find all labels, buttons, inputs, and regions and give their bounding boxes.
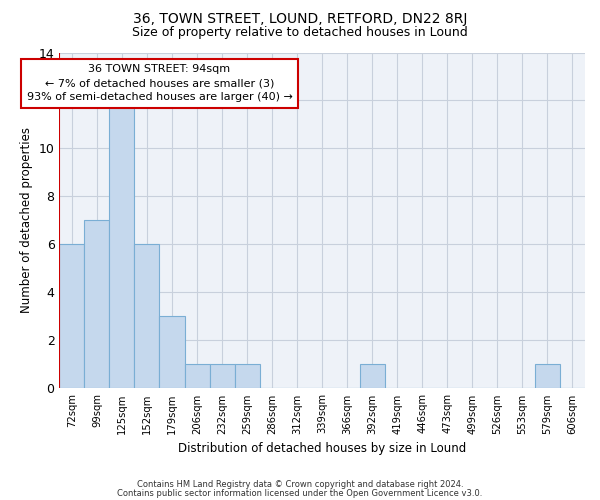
Bar	[360, 364, 385, 388]
Y-axis label: Number of detached properties: Number of detached properties	[20, 128, 33, 314]
Bar	[535, 364, 560, 388]
Text: Size of property relative to detached houses in Lound: Size of property relative to detached ho…	[132, 26, 468, 39]
X-axis label: Distribution of detached houses by size in Lound: Distribution of detached houses by size …	[178, 442, 466, 455]
Bar	[185, 364, 209, 388]
Bar	[160, 316, 185, 388]
Bar	[235, 364, 260, 388]
Text: Contains HM Land Registry data © Crown copyright and database right 2024.: Contains HM Land Registry data © Crown c…	[137, 480, 463, 489]
Bar	[134, 244, 160, 388]
Bar	[85, 220, 109, 388]
Text: 36, TOWN STREET, LOUND, RETFORD, DN22 8RJ: 36, TOWN STREET, LOUND, RETFORD, DN22 8R…	[133, 12, 467, 26]
Bar	[109, 100, 134, 389]
Text: 36 TOWN STREET: 94sqm
← 7% of detached houses are smaller (3)
93% of semi-detach: 36 TOWN STREET: 94sqm ← 7% of detached h…	[26, 64, 292, 102]
Bar	[59, 244, 85, 388]
Text: Contains public sector information licensed under the Open Government Licence v3: Contains public sector information licen…	[118, 488, 482, 498]
Bar	[209, 364, 235, 388]
